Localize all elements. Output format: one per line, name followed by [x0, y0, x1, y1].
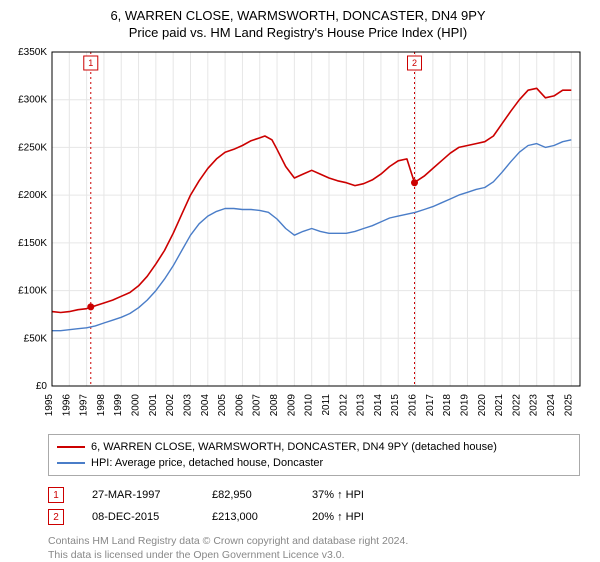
- title-address: 6, WARREN CLOSE, WARMSWORTH, DONCASTER, …: [8, 8, 588, 23]
- svg-text:2011: 2011: [321, 394, 332, 416]
- title-block: 6, WARREN CLOSE, WARMSWORTH, DONCASTER, …: [8, 8, 588, 40]
- svg-text:£50K: £50K: [24, 333, 48, 344]
- svg-text:2012: 2012: [338, 394, 349, 417]
- line-chart-svg: £0 £50K £100K £150K £200K £250K £300K £350K 1995…: [8, 46, 588, 426]
- sale-date: 27-MAR-1997: [92, 489, 184, 501]
- svg-text:2010: 2010: [304, 394, 315, 417]
- sale-marker-box: 1: [48, 487, 64, 503]
- svg-text:2006: 2006: [234, 394, 245, 417]
- svg-text:2002: 2002: [165, 394, 176, 417]
- svg-text:2001: 2001: [148, 394, 159, 417]
- svg-text:2018: 2018: [442, 394, 453, 417]
- svg-text:2015: 2015: [390, 394, 401, 417]
- legend-label: 6, WARREN CLOSE, WARMSWORTH, DONCASTER, …: [91, 441, 497, 453]
- svg-text:1997: 1997: [79, 394, 90, 417]
- chart-area: £0 £50K £100K £150K £200K £250K £300K £350K 1995…: [8, 46, 588, 426]
- svg-text:2004: 2004: [200, 394, 211, 417]
- svg-text:2022: 2022: [511, 394, 522, 417]
- svg-text:2017: 2017: [425, 394, 436, 417]
- svg-text:£300K: £300K: [18, 95, 47, 106]
- sale-price: £213,000: [212, 511, 284, 523]
- sale-price: £82,950: [212, 489, 284, 501]
- svg-text:£150K: £150K: [18, 238, 47, 249]
- footnote-line1: Contains HM Land Registry data © Crown c…: [48, 534, 580, 548]
- svg-text:2021: 2021: [494, 394, 505, 417]
- svg-text:£100K: £100K: [18, 286, 47, 297]
- svg-text:2023: 2023: [529, 394, 540, 417]
- svg-text:2016: 2016: [408, 394, 419, 417]
- svg-text:1998: 1998: [96, 394, 107, 417]
- legend-row: 6, WARREN CLOSE, WARMSWORTH, DONCASTER, …: [57, 439, 571, 455]
- svg-text:2020: 2020: [477, 394, 488, 417]
- svg-text:2019: 2019: [459, 394, 470, 417]
- subtitle: Price paid vs. HM Land Registry's House …: [8, 25, 588, 40]
- legend-swatch: [57, 446, 85, 448]
- svg-text:2024: 2024: [546, 394, 557, 417]
- svg-text:1996: 1996: [61, 394, 72, 417]
- svg-text:1999: 1999: [113, 394, 124, 417]
- svg-text:£0: £0: [36, 381, 48, 392]
- svg-text:2005: 2005: [217, 394, 228, 417]
- sales-table: 1 27-MAR-1997 £82,950 37% ↑ HPI 2 08-DEC-2015…: [48, 484, 580, 528]
- footnote: Contains HM Land Registry data © Crown c…: [48, 534, 580, 562]
- svg-text:2009: 2009: [286, 394, 297, 417]
- svg-text:£200K: £200K: [18, 190, 47, 201]
- svg-text:2008: 2008: [269, 394, 280, 417]
- sale-row: 1 27-MAR-1997 £82,950 37% ↑ HPI: [48, 484, 580, 506]
- svg-text:2007: 2007: [252, 394, 263, 417]
- legend-box: 6, WARREN CLOSE, WARMSWORTH, DONCASTER, …: [48, 434, 580, 476]
- svg-text:£250K: £250K: [18, 142, 47, 153]
- svg-text:2013: 2013: [356, 394, 367, 417]
- svg-text:2000: 2000: [131, 394, 142, 417]
- sale-marker-box: 2: [48, 509, 64, 525]
- svg-text:2014: 2014: [373, 394, 384, 417]
- svg-text:1: 1: [88, 58, 93, 68]
- svg-text:£350K: £350K: [18, 47, 47, 58]
- chart-container: 6, WARREN CLOSE, WARMSWORTH, DONCASTER, …: [0, 0, 600, 560]
- svg-text:2: 2: [412, 58, 417, 68]
- svg-text:1995: 1995: [44, 394, 55, 417]
- sale-row: 2 08-DEC-2015 £213,000 20% ↑ HPI: [48, 506, 580, 528]
- legend-row: HPI: Average price, detached house, Donc…: [57, 455, 571, 471]
- svg-text:2003: 2003: [182, 394, 193, 417]
- legend-swatch: [57, 462, 85, 464]
- sale-hpi-delta: 37% ↑ HPI: [312, 489, 412, 501]
- svg-text:2025: 2025: [563, 394, 574, 417]
- sale-date: 08-DEC-2015: [92, 511, 184, 523]
- legend-label: HPI: Average price, detached house, Donc…: [91, 457, 323, 469]
- sale-hpi-delta: 20% ↑ HPI: [312, 511, 412, 523]
